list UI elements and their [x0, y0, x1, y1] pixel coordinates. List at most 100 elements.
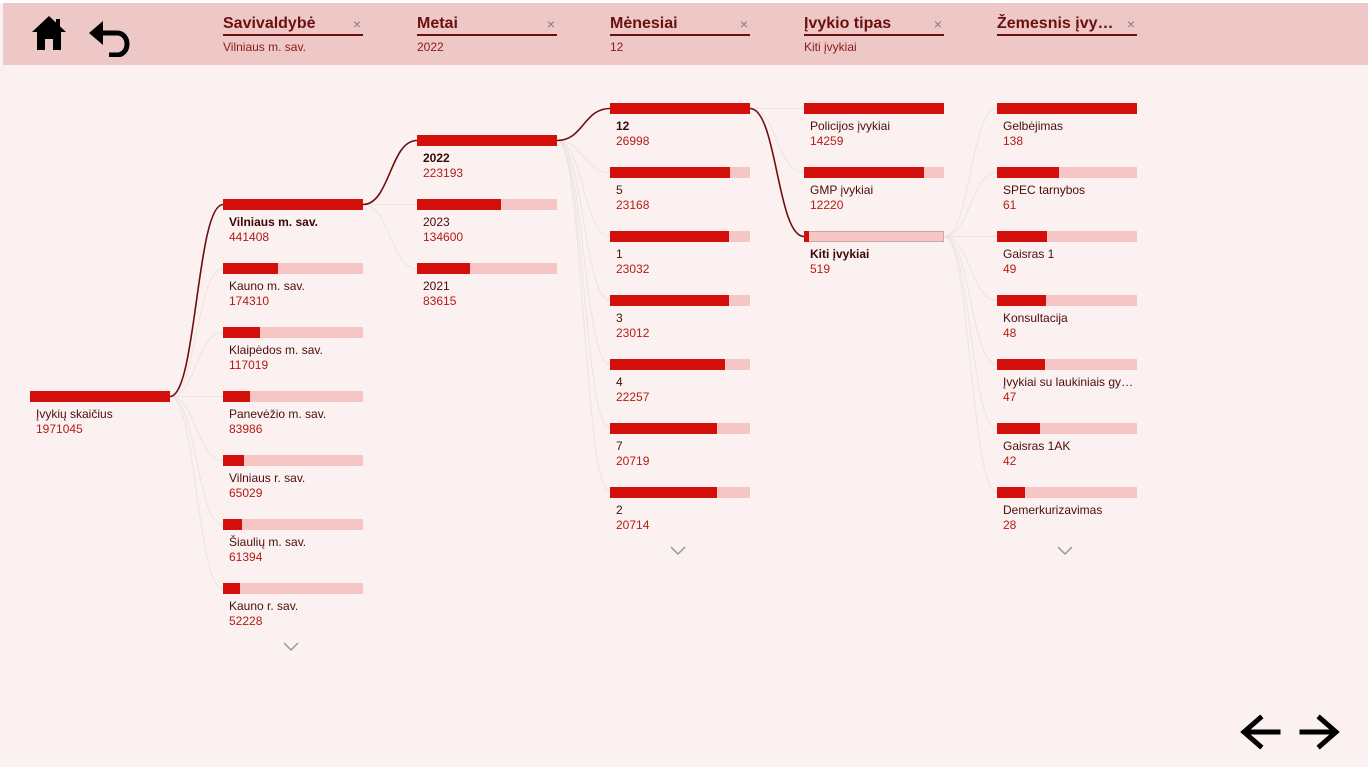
bar-fill [223, 583, 240, 594]
node-value: 83986 [229, 422, 263, 436]
tree-node[interactable]: Kauno r. sav. 52228 [223, 583, 363, 629]
bar-fill [417, 199, 502, 210]
node-label: 2 [616, 503, 623, 517]
close-icon[interactable]: × [933, 16, 942, 32]
bar-fill [223, 519, 243, 530]
tree-node[interactable]: Gaisras 1AK 42 [997, 423, 1137, 469]
node-label: Įvykių skaičius [36, 407, 113, 421]
tree-node[interactable]: SPEC tarnybos 61 [997, 167, 1137, 213]
tree-node[interactable]: 4 22257 [610, 359, 750, 405]
bar-background [223, 519, 363, 530]
tree-node[interactable]: 2021 83615 [417, 263, 557, 309]
node-label: Demerkurizavimas [1003, 503, 1103, 517]
breadcrumb-4[interactable]: Žemesnis įvykio tipas× [997, 14, 1137, 40]
bar-background [417, 263, 557, 274]
node-value: 1971045 [36, 422, 83, 436]
tree-link [362, 204, 418, 269]
arrow-right-icon[interactable] [1298, 710, 1342, 754]
tree-node[interactable]: Gaisras 1 49 [997, 231, 1137, 277]
node-value: 23032 [616, 262, 650, 276]
bar-background [223, 263, 363, 274]
bar-fill [610, 359, 726, 370]
breadcrumb-underline [223, 34, 363, 36]
tree-link [169, 396, 224, 461]
node-label: 12 [616, 119, 630, 133]
bar-fill [997, 423, 1040, 434]
home-icon[interactable] [29, 13, 69, 53]
tree-link [749, 108, 805, 173]
chevron-down-icon[interactable] [281, 639, 301, 652]
tree-node[interactable]: Panevėžio m. sav. 83986 [223, 391, 363, 437]
close-icon[interactable]: × [739, 16, 748, 32]
tree-node[interactable]: 2022 223193 [417, 135, 557, 181]
tree-node[interactable]: 2 20714 [610, 487, 750, 533]
breadcrumb-2[interactable]: Mėnesiai × 12 [610, 14, 750, 54]
tree-node[interactable]: 7 20719 [610, 423, 750, 469]
node-label: Įvykiai su laukiniais gyvūnais [1003, 375, 1137, 389]
node-label: Gaisras 1 [1003, 247, 1055, 261]
node-label: 1 [616, 247, 623, 261]
node-value: 65029 [229, 486, 263, 500]
tree-node[interactable]: Įvykiai su laukiniais gyvūnais47 [997, 359, 1137, 405]
root-node[interactable]: Įvykių skaičius 1971045 [30, 391, 170, 437]
tree-link [749, 107, 805, 238]
tree-node[interactable]: Policijos įvykiai 14259 [804, 103, 944, 149]
node-value: 174310 [229, 294, 270, 308]
node-value: 519 [810, 262, 831, 276]
close-icon[interactable]: × [352, 16, 361, 32]
node-value: 47 [1003, 390, 1017, 404]
tree-node[interactable]: Gelbėjimas 138 [997, 103, 1137, 149]
tree-node[interactable]: Konsultacija 48 [997, 295, 1137, 341]
close-icon[interactable]: × [546, 16, 555, 32]
node-label: Vilniaus m. sav. [229, 215, 318, 229]
close-icon[interactable]: × [1126, 16, 1135, 32]
tree-node[interactable]: 2023 134600 [417, 199, 557, 245]
tree-node[interactable]: 1 23032 [610, 231, 750, 277]
node-value: 61394 [229, 550, 263, 564]
node-label: 5 [616, 183, 623, 197]
breadcrumb-value: 12 [610, 40, 624, 54]
tree-link [169, 396, 224, 525]
bar-background [223, 455, 363, 466]
bar-fill [997, 103, 1137, 114]
node-label: 2023 [423, 215, 450, 229]
tree-link [943, 236, 998, 493]
tree-node[interactable]: Vilniaus m. sav. 441408 [223, 199, 363, 245]
tree-node[interactable]: Klaipėdos m. sav. 117019 [223, 327, 363, 373]
node-value: 52228 [229, 614, 263, 628]
breadcrumb-3[interactable]: Įvykio tipas × Kiti įvykiai [804, 14, 944, 54]
breadcrumb-0[interactable]: Savivaldybė × Vilniaus m. sav. [223, 14, 363, 54]
bar-fill [997, 487, 1026, 498]
node-label: Kauno m. sav. [229, 279, 305, 293]
arrow-left-icon[interactable] [1238, 710, 1282, 754]
node-value: 138 [1003, 134, 1024, 148]
tree-node[interactable]: GMP įvykiai 12220 [804, 167, 944, 213]
chevron-down-icon[interactable] [668, 543, 688, 556]
tree-node[interactable]: Demerkurizavimas 28 [997, 487, 1137, 533]
bar-fill [223, 455, 244, 466]
breadcrumb-1[interactable]: Metai × 2022 [417, 14, 557, 54]
bar-fill [610, 295, 730, 306]
tree-node[interactable]: Šiaulių m. sav. 61394 [223, 519, 363, 565]
bar-background [223, 391, 363, 402]
bar-fill [610, 423, 718, 434]
node-value: 117019 [229, 358, 269, 372]
node-label: Kiti įvykiai [810, 247, 870, 261]
tree-node[interactable]: Kiti įvykiai 519 [804, 231, 944, 277]
tree-node[interactable]: 3 23012 [610, 295, 750, 341]
bar-background [997, 359, 1137, 370]
tree-link [556, 140, 611, 493]
node-label: 4 [616, 375, 623, 389]
undo-icon[interactable] [87, 13, 131, 58]
bar-fill [997, 295, 1046, 306]
bar-fill [610, 103, 750, 114]
tree-node[interactable]: Kauno m. sav. 174310 [223, 263, 363, 309]
tree-link [556, 140, 611, 301]
tree-node[interactable]: 5 23168 [610, 167, 750, 213]
tree-node[interactable]: Vilniaus r. sav. 65029 [223, 455, 363, 501]
node-label: Konsultacija [1003, 311, 1068, 325]
tree-node[interactable]: 12 26998 [610, 103, 750, 149]
chevron-down-icon[interactable] [1055, 543, 1075, 556]
node-value: 26998 [616, 134, 650, 148]
